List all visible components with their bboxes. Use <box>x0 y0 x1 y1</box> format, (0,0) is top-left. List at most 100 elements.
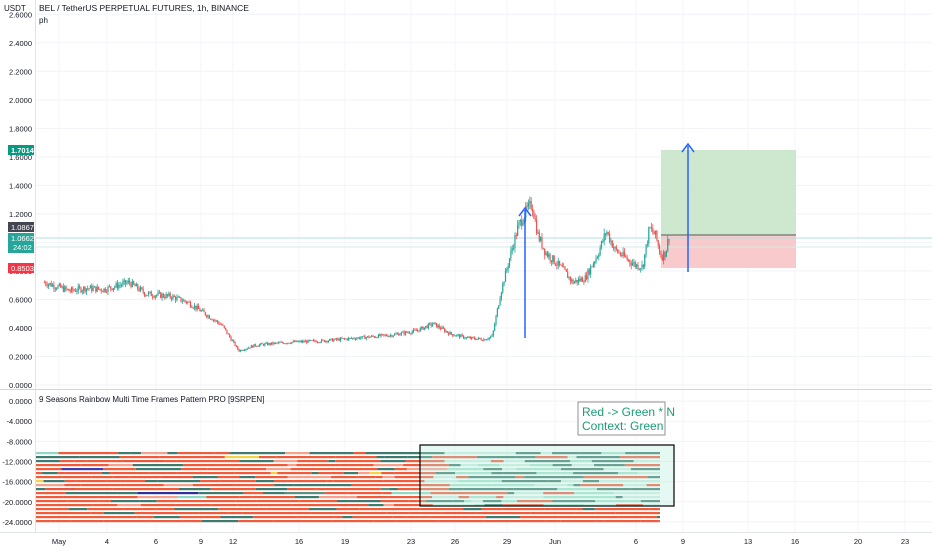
candle-body <box>457 334 459 336</box>
heatmap-cell <box>237 504 259 507</box>
heatmap-cell <box>535 456 568 459</box>
candle-body <box>460 334 462 338</box>
heatmap-cell <box>503 472 537 475</box>
price-tick-label: 1.2000 <box>9 210 32 219</box>
indicator-tick-label: -12.0000 <box>2 458 32 467</box>
candle-body <box>57 285 59 289</box>
heatmap-cell <box>407 452 445 455</box>
candle-body <box>210 318 212 320</box>
candle-body <box>50 283 52 287</box>
heatmap-cell <box>104 496 138 499</box>
candle-body <box>261 343 263 345</box>
time-tick-label: 23 <box>901 537 909 546</box>
heatmap-cell <box>384 456 408 459</box>
heatmap-cell <box>501 480 548 483</box>
heatmap-cell <box>640 500 660 503</box>
candle-body <box>54 288 56 290</box>
candle-body <box>456 334 458 336</box>
candle-body <box>454 335 457 337</box>
heatmap-cell <box>211 504 238 507</box>
candle-body <box>153 296 155 298</box>
candle-body <box>510 250 512 259</box>
candle-body <box>399 334 401 336</box>
heatmap-cell <box>96 452 119 455</box>
candle-body <box>203 309 205 313</box>
heatmap-cell <box>477 464 500 467</box>
candle-body <box>256 345 258 347</box>
heatmap-cell <box>377 468 395 471</box>
candle-body <box>400 332 402 335</box>
candle-body <box>115 283 117 287</box>
candle-body <box>439 327 442 330</box>
candle-body <box>526 205 528 207</box>
heatmap-cell <box>287 464 297 467</box>
candle-body <box>588 269 590 275</box>
heatmap-cell <box>179 516 221 519</box>
candle-body <box>396 333 398 335</box>
heatmap-cell <box>388 496 414 499</box>
heatmap-cell <box>36 520 51 523</box>
candle-body <box>158 292 160 294</box>
candle-body <box>161 294 163 299</box>
price-tick-label: 2.6000 <box>9 10 32 19</box>
heatmap-cell <box>61 468 104 471</box>
candle-body <box>137 284 139 290</box>
heatmap-cell <box>460 464 478 467</box>
candle-body <box>387 335 389 337</box>
candle-body <box>357 337 359 339</box>
candle-body <box>204 312 206 316</box>
heatmap-cell <box>36 468 62 471</box>
heatmap-cell <box>481 508 503 511</box>
candle-body <box>554 263 557 266</box>
candle-body <box>279 342 281 344</box>
candle-body <box>214 319 216 321</box>
candle-body <box>100 289 102 292</box>
candle-body <box>615 246 617 250</box>
heatmap-cell <box>224 464 266 467</box>
time-axis: May 4 6 9 12 16 19 23 26 29 Jun 6 9 13 16 20 23 <box>52 537 909 546</box>
candle-body <box>189 302 192 307</box>
candle-body <box>97 286 100 290</box>
heatmap-cell <box>98 500 111 503</box>
candle-body <box>521 219 523 226</box>
heatmap-cell <box>117 504 141 507</box>
heatmap-cell <box>220 516 254 519</box>
candle-body <box>542 247 544 249</box>
heatmap-cell <box>239 496 253 499</box>
candle-body <box>487 339 489 340</box>
time-tick-label: 4 <box>105 537 109 546</box>
heatmap-cell <box>649 508 659 511</box>
candle-body <box>116 283 119 289</box>
heatmap-cell <box>552 500 596 503</box>
candle-body <box>229 334 231 337</box>
candle-body <box>613 247 615 249</box>
candle-body <box>88 288 90 290</box>
heatmap-cell <box>543 492 574 495</box>
candle-body <box>362 335 365 337</box>
heatmap-cell <box>524 476 568 479</box>
current-price-badge: 1.0662 24:02 <box>8 233 34 253</box>
candle-body <box>602 241 604 243</box>
candle-body <box>99 289 101 290</box>
annotation-line-2: Context: Green <box>582 419 663 433</box>
candle-body <box>160 292 162 299</box>
candle-body <box>74 290 77 292</box>
heatmap-cell <box>331 520 374 523</box>
heatmap-cell <box>583 476 621 479</box>
heatmap-cell <box>536 472 574 475</box>
heatmap-cell <box>571 464 595 467</box>
candle-body <box>272 342 274 345</box>
candle-body <box>107 286 109 292</box>
candle-body <box>164 297 166 298</box>
candle-body <box>334 338 336 340</box>
heatmap-cell <box>163 484 193 487</box>
heatmap-cell <box>417 500 426 503</box>
candle-body <box>230 336 232 341</box>
candle-body <box>303 340 305 342</box>
candle-body <box>68 289 70 291</box>
candle-body <box>467 337 469 339</box>
candle-body <box>275 342 277 344</box>
candle-body <box>64 286 66 292</box>
heatmap-cell <box>496 496 504 499</box>
candle-body <box>594 261 596 264</box>
